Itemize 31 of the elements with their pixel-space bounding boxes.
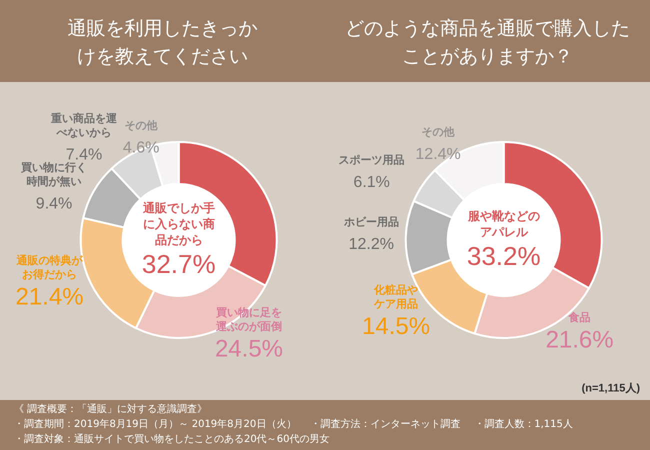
data-label: 21.6% [546, 326, 614, 354]
slice-label: 通販でしか手に入らない商品だから [142, 201, 215, 247]
data-label: 4.6% [122, 140, 160, 157]
slice-label: 化粧品やケア用品 [373, 284, 418, 311]
text: (n=1,115人) [582, 382, 640, 394]
slice-label: その他 [124, 119, 159, 132]
text: ・調査方法：インターネット調査 [310, 419, 460, 430]
chart-title: どのような商品を通販で購入したことがありますか？ [345, 18, 630, 68]
data-label: 12.2% [348, 236, 394, 253]
slice-label: 重い商品を運べないから [50, 112, 117, 140]
slice-label: 服や靴などのアパレル [466, 209, 540, 239]
slice-label: その他 [422, 125, 456, 138]
data-label: 33.2% [466, 241, 541, 271]
text: ・調査期間：2019年8月19日（月）～ 2019年8月20日（火） [14, 419, 296, 430]
slice-label: ホビー用品 [342, 215, 399, 228]
data-label: 12.4% [415, 146, 461, 163]
slice-label: 買い物に行く時間が無い [20, 161, 88, 188]
data-label: 32.7% [142, 249, 216, 279]
data-label: 21.4% [15, 284, 84, 311]
data-label: 14.5% [362, 313, 430, 340]
slice-label: スポーツ用品 [338, 154, 405, 167]
text: ・調査人数：1,115人 [474, 419, 573, 430]
text: 《 調査概要：「通販」に対する意識調査》 [14, 404, 208, 415]
data-label: 6.1% [353, 174, 390, 192]
slice-label: 買い物に足を運ぶのが面倒 [214, 306, 282, 334]
slice-label: 食品 [568, 310, 591, 324]
chart-title: 通販を利用したきっかけを教えてください [68, 18, 258, 68]
data-label: 24.5% [214, 336, 284, 363]
text: ・調査対象：通販サイトで買い物をしたことのある20代～60代の男女 [14, 434, 330, 445]
slice-label: 通販の特典がお得だから [16, 254, 84, 282]
data-label: 9.4% [36, 196, 72, 213]
